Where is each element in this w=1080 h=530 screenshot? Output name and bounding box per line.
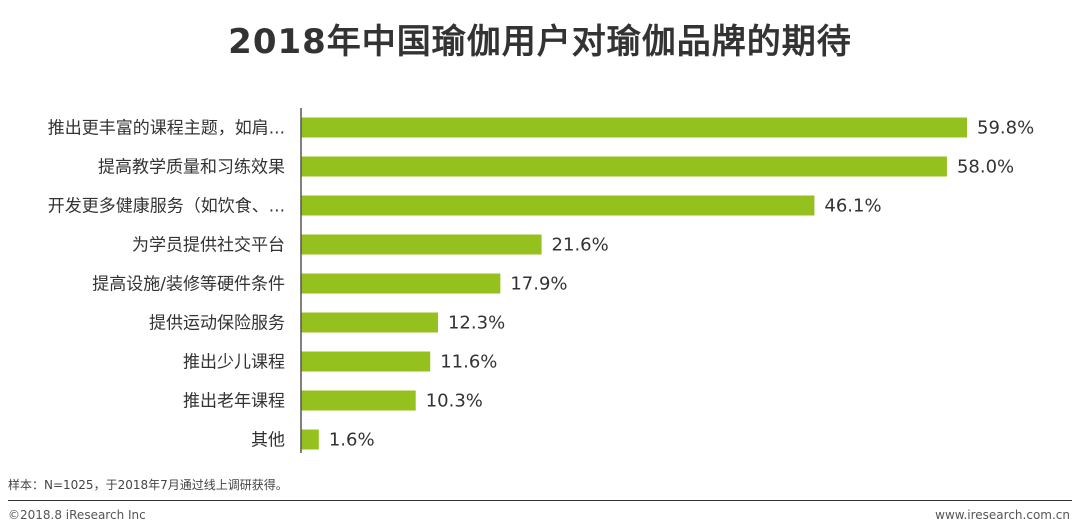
bar xyxy=(301,117,967,138)
bar xyxy=(301,429,319,450)
chart-title: 2018年中国瑜伽用户对瑜伽品牌的期待 xyxy=(228,22,852,62)
value-label: 21.6% xyxy=(552,235,609,256)
bar xyxy=(301,234,542,255)
value-label: 1.6% xyxy=(329,430,375,451)
category-label: 推出更丰富的课程主题，如肩... xyxy=(48,119,285,139)
sample-note: 样本：N=1025，于2018年7月通过线上调研获得。 xyxy=(8,478,288,492)
copyright: ©2018.8 iResearch Inc xyxy=(8,508,146,522)
category-label: 提供运动保险服务 xyxy=(149,314,285,334)
value-label: 17.9% xyxy=(510,274,567,295)
value-label: 59.8% xyxy=(977,118,1034,139)
category-label: 提高教学质量和习练效果 xyxy=(98,158,285,178)
bar xyxy=(301,390,416,411)
category-label: 其他 xyxy=(251,431,285,451)
value-label: 46.1% xyxy=(824,196,881,217)
value-label: 11.6% xyxy=(440,352,497,373)
category-label: 提高设施/装修等硬件条件 xyxy=(92,275,285,295)
category-label: 推出少儿课程 xyxy=(183,353,285,373)
footer-divider xyxy=(8,500,1072,501)
bar-chart: 推出更丰富的课程主题，如肩... 59.8% 提高教学质量和习练效果 58.0% 开发更… xyxy=(48,108,1034,453)
category-label: 为学员提供社交平台 xyxy=(132,236,285,256)
bar xyxy=(301,273,501,294)
value-label: 12.3% xyxy=(448,313,505,334)
bar xyxy=(301,351,431,372)
bar xyxy=(301,312,438,333)
website-url: www.iresearch.com.cn xyxy=(935,508,1070,522)
bar xyxy=(301,156,947,177)
value-label: 58.0% xyxy=(957,157,1014,178)
bar xyxy=(301,195,815,216)
category-label: 推出老年课程 xyxy=(183,392,285,412)
category-label: 开发更多健康服务（如饮食、... xyxy=(48,197,285,217)
value-label: 10.3% xyxy=(426,391,483,412)
